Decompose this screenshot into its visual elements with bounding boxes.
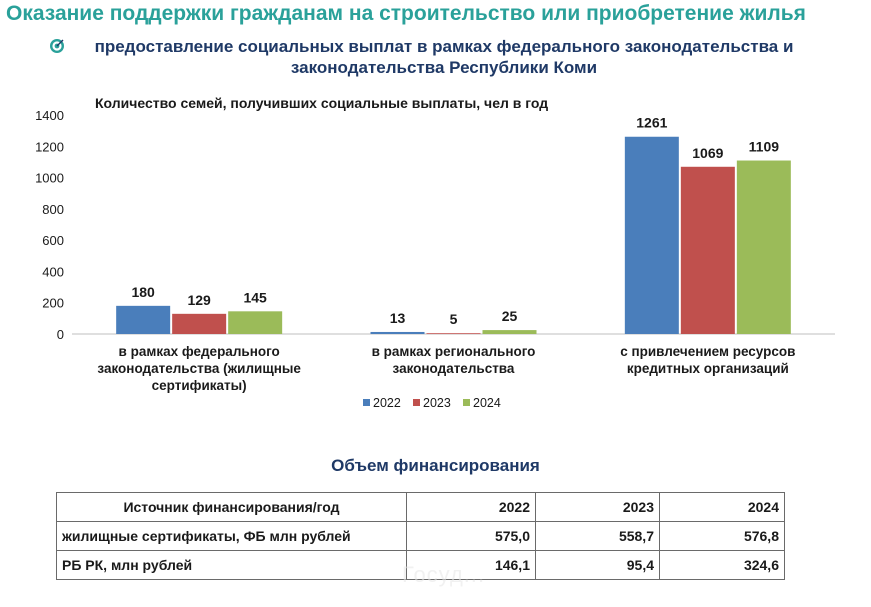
page-title: Оказание поддержки гражданам на строител… xyxy=(6,2,806,25)
y-tick-label: 1400 xyxy=(35,108,64,123)
data-label: 1069 xyxy=(692,145,723,161)
data-label: 129 xyxy=(187,292,211,308)
data-label: 145 xyxy=(243,289,267,305)
table-row: жилищные сертификаты, ФБ млн рублей 575,… xyxy=(56,521,785,551)
target-icon xyxy=(50,39,64,53)
category-label: с привлечением ресурсов xyxy=(620,344,795,359)
table-header-row: Источник финансирования/год 2022 2023 20… xyxy=(56,492,785,522)
legend-label: 2022 xyxy=(373,396,401,410)
bar-2022 xyxy=(370,331,425,334)
data-label: 5 xyxy=(450,311,458,327)
bar-2023 xyxy=(172,313,227,334)
bar-2022 xyxy=(116,305,171,334)
y-tick-label: 0 xyxy=(57,327,64,342)
header-2023: 2023 xyxy=(535,492,660,522)
data-label: 25 xyxy=(502,308,518,324)
y-tick-label: 400 xyxy=(42,264,64,279)
cell-2024: 576,8 xyxy=(659,521,785,551)
header-source: Источник финансирования/год xyxy=(56,492,407,522)
cell-2023: 558,7 xyxy=(535,521,660,551)
legend-swatch-2023 xyxy=(413,399,420,406)
y-tick-label: 600 xyxy=(42,233,64,248)
cell-2022: 575,0 xyxy=(406,521,536,551)
category-label: в рамках федерального xyxy=(119,344,280,359)
category-label: законодательства xyxy=(393,361,515,376)
financing-table: Источник финансирования/год 2022 2023 20… xyxy=(56,492,785,580)
bar-2024 xyxy=(482,330,537,334)
bar-2024 xyxy=(736,160,791,334)
y-tick-label: 800 xyxy=(42,202,64,217)
category-label: законодательства (жилищные xyxy=(97,361,301,376)
data-label: 1109 xyxy=(749,139,780,155)
y-tick-label: 1000 xyxy=(35,171,64,186)
category-label: сертификаты) xyxy=(152,378,247,393)
cell-2022: 146,1 xyxy=(406,550,536,580)
header-2022: 2022 xyxy=(406,492,536,522)
bar-chart: Количество семей, получивших социальные … xyxy=(35,95,835,410)
table-row: РБ РК, млн рублей 146,1 95,4 324,6 xyxy=(56,550,785,580)
cell-2023: 95,4 xyxy=(535,550,660,580)
data-label: 13 xyxy=(390,310,406,326)
category-label: кредитных организаций xyxy=(627,361,789,376)
bar-2022 xyxy=(624,136,679,334)
y-tick-label: 200 xyxy=(42,296,64,311)
legend-label: 2024 xyxy=(473,396,501,410)
legend-swatch-2024 xyxy=(463,399,470,406)
financing-title: Объем финансирования xyxy=(331,456,540,475)
bar-2023 xyxy=(426,333,481,335)
chart-title: Количество семей, получивших социальные … xyxy=(95,95,548,111)
subtitle-line-1: предоставление социальных выплат в рамка… xyxy=(94,37,794,56)
subtitle-line-2: законодательства Республики Коми xyxy=(290,58,598,77)
bar-2023 xyxy=(680,166,735,334)
subtitle: предоставление социальных выплат в рамка… xyxy=(44,36,844,78)
legend-swatch-2022 xyxy=(363,399,370,406)
category-label: в рамках регионального xyxy=(372,344,536,359)
data-label: 1261 xyxy=(636,115,667,131)
data-label: 180 xyxy=(131,284,155,300)
row-label: жилищные сертификаты, ФБ млн рублей xyxy=(56,521,407,551)
row-label: РБ РК, млн рублей xyxy=(56,550,407,580)
bar-2024 xyxy=(228,311,283,334)
header-2024: 2024 xyxy=(659,492,785,522)
legend-label: 2023 xyxy=(423,396,451,410)
cell-2024: 324,6 xyxy=(659,550,785,580)
y-tick-label: 1200 xyxy=(35,139,64,154)
